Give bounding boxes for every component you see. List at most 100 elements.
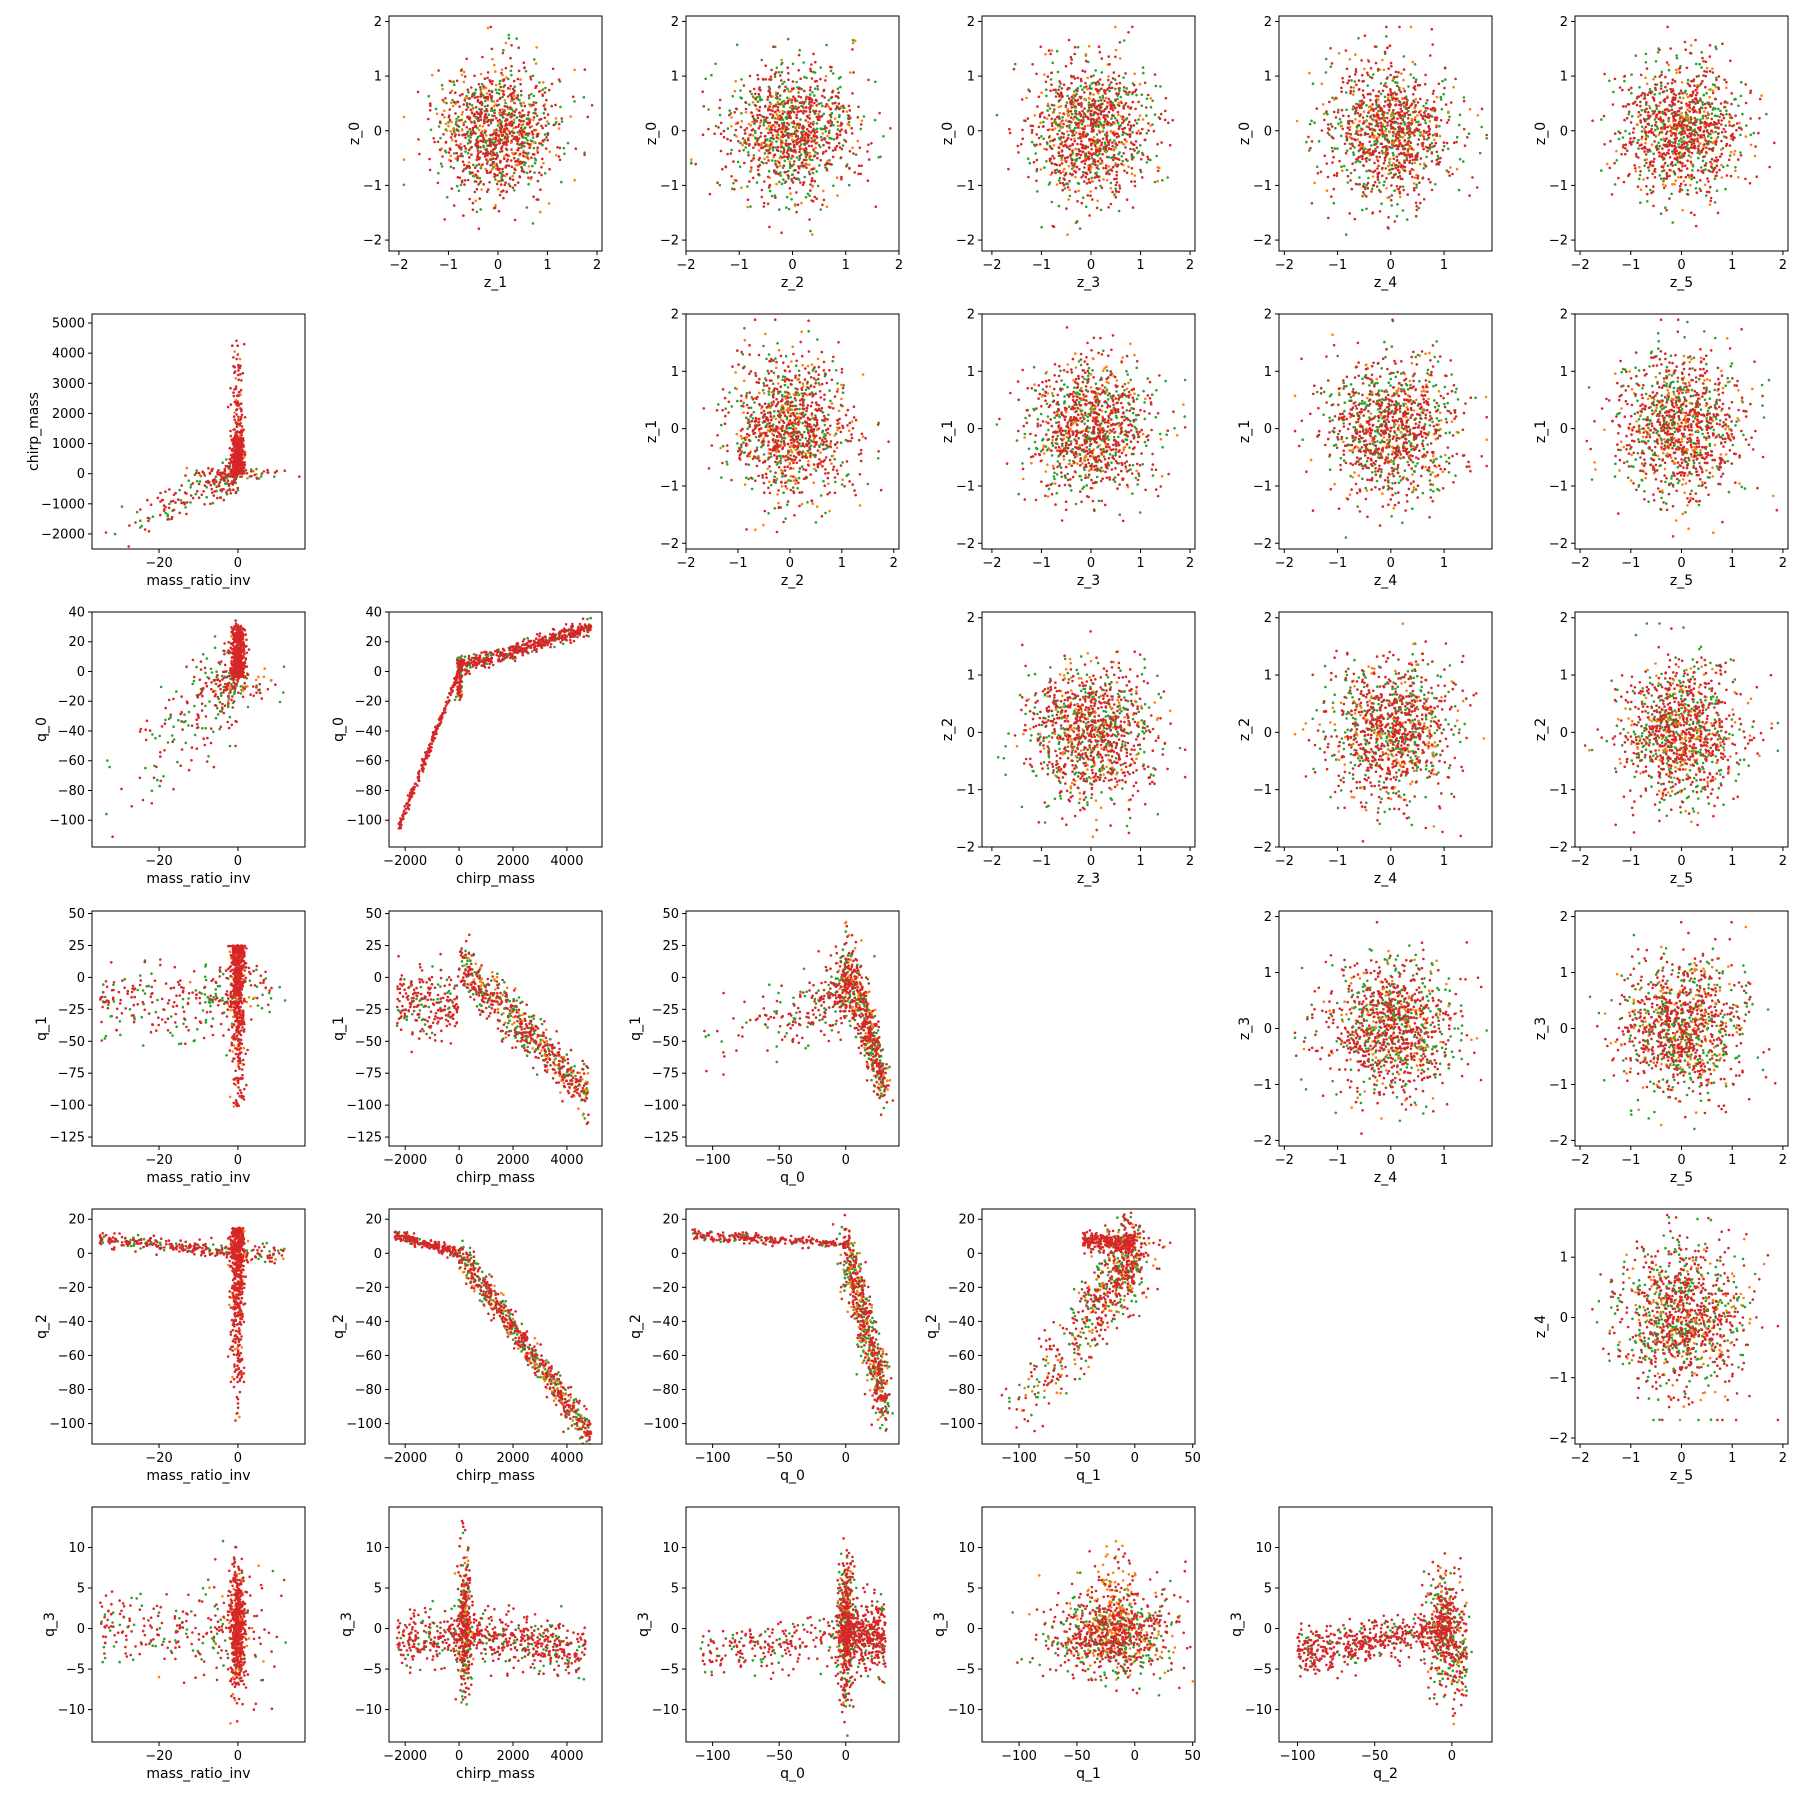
data-point-red <box>1372 109 1375 112</box>
data-point-green <box>460 118 464 122</box>
data-point-red <box>1398 139 1401 142</box>
data-point-red <box>729 139 732 142</box>
data-point-red <box>1046 75 1050 78</box>
data-point-red <box>840 177 843 181</box>
data-point-orange <box>1320 82 1324 86</box>
data-point-red <box>496 173 499 177</box>
data-point-orange <box>557 127 561 130</box>
data-point-red <box>807 123 811 127</box>
data-point-green <box>531 164 534 168</box>
data-point-red <box>1438 160 1441 164</box>
data-point-green <box>819 127 822 130</box>
axes-frame <box>388 15 603 252</box>
data-point-orange <box>1066 233 1069 236</box>
data-point-red <box>484 148 488 151</box>
data-point-green <box>1694 62 1698 66</box>
data-point-red <box>1358 148 1362 151</box>
data-point-green <box>756 100 760 103</box>
data-point-orange <box>1708 95 1711 99</box>
data-point-red <box>802 142 806 146</box>
data-point-green <box>1383 95 1387 99</box>
data-point-red <box>1355 109 1358 112</box>
data-point-green <box>1365 183 1369 187</box>
data-point-orange <box>1449 166 1452 169</box>
data-point-red <box>757 127 761 130</box>
data-point-red <box>810 63 813 66</box>
data-point-red <box>1103 99 1106 103</box>
y-tick-label: 1 <box>967 70 975 85</box>
data-point-red <box>1320 129 1324 132</box>
data-point-red <box>805 106 808 109</box>
data-point-red <box>512 79 516 83</box>
data-point-red <box>1340 90 1343 93</box>
data-point-orange <box>1354 117 1357 121</box>
data-point-green <box>1699 166 1703 169</box>
data-point-red <box>797 69 800 72</box>
data-point-red <box>1118 41 1122 44</box>
data-point-green <box>1042 120 1045 124</box>
data-point-red <box>790 149 794 152</box>
data-point-red <box>763 135 767 138</box>
data-point-orange <box>1066 107 1069 111</box>
data-point-red <box>1122 152 1125 155</box>
data-point-red <box>807 96 811 100</box>
data-point-red <box>583 68 587 71</box>
data-point-red <box>762 201 766 205</box>
data-point-green <box>1359 160 1362 164</box>
data-point-red <box>468 156 471 159</box>
data-point-green <box>784 139 788 142</box>
data-point-orange <box>1058 111 1061 115</box>
data-point-red <box>1070 95 1074 99</box>
data-point-green <box>770 159 774 162</box>
data-point-red <box>477 227 481 230</box>
data-point-green <box>483 109 487 113</box>
data-point-red <box>810 177 814 180</box>
data-point-red <box>816 156 819 160</box>
data-point-green <box>1715 76 1718 80</box>
data-point-orange <box>1067 198 1070 201</box>
data-point-green <box>1380 202 1383 205</box>
data-point-red <box>754 143 757 147</box>
data-point-red <box>835 132 839 136</box>
data-point-red <box>545 98 548 102</box>
data-point-orange <box>1052 144 1056 147</box>
scatter-points <box>402 25 594 230</box>
data-point-red <box>1380 142 1384 146</box>
data-point-orange <box>512 94 516 98</box>
data-point-red <box>850 132 854 135</box>
data-point-red <box>463 99 467 102</box>
y-tick-label: −1 <box>1253 179 1272 194</box>
data-point-red <box>1115 132 1118 135</box>
data-point-red <box>1365 195 1368 198</box>
data-point-red <box>834 146 837 150</box>
data-point-green <box>1109 181 1113 185</box>
data-point-green <box>1364 147 1367 150</box>
data-point-red <box>804 110 808 113</box>
data-point-red <box>1099 157 1102 160</box>
data-point-green <box>531 136 535 139</box>
data-point-green <box>874 80 877 84</box>
data-point-red <box>1427 178 1431 181</box>
data-point-orange <box>735 135 738 138</box>
data-point-red <box>1635 97 1639 100</box>
data-point-red <box>1403 139 1407 142</box>
data-point-red <box>776 105 780 109</box>
data-point-orange <box>1086 76 1089 80</box>
data-point-red <box>1061 119 1064 122</box>
data-point-orange <box>542 81 545 84</box>
data-point-red <box>837 107 841 111</box>
data-point-red <box>1358 183 1361 186</box>
data-point-red <box>1114 183 1118 187</box>
data-point-green <box>1352 153 1356 156</box>
data-point-green <box>1654 135 1658 138</box>
data-point-red <box>483 96 486 99</box>
data-point-red <box>1141 153 1145 156</box>
data-point-green <box>1068 194 1072 198</box>
data-point-orange <box>853 39 857 42</box>
data-point-red <box>857 105 860 109</box>
data-point-red <box>1359 133 1363 137</box>
data-point-red <box>1147 122 1150 125</box>
data-point-orange <box>808 113 811 117</box>
data-point-red <box>827 121 831 125</box>
data-point-green <box>1349 171 1353 175</box>
